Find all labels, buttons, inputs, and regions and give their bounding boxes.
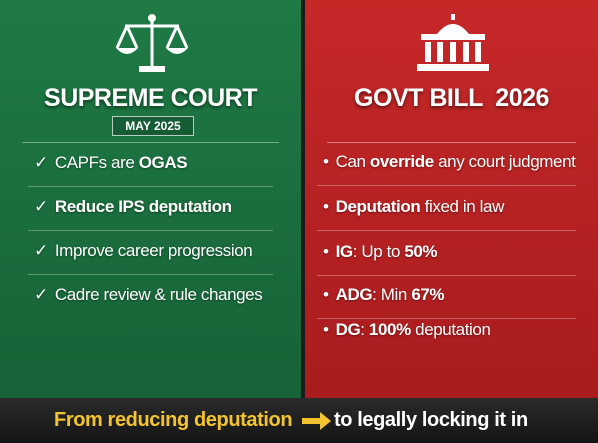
item-marker: ✓	[34, 285, 48, 304]
item-marker: ✓	[34, 153, 48, 172]
scales-icon	[115, 14, 189, 72]
item-text: ADG	[335, 285, 373, 304]
footer-to: to legally locking it in	[334, 409, 528, 431]
item-text: : Up to	[352, 242, 405, 261]
list-item: ✓ Improve career progression	[0, 241, 301, 261]
item-marker: •	[323, 242, 329, 261]
item-text: Reduce IPS deputation	[54, 197, 232, 216]
supreme-court-panel: SUPREME COURT MAY 2025 ✓ CAPFs are OGAS ✓ R…	[0, 0, 301, 398]
item-text: CAPFs are	[54, 153, 139, 172]
item-text: Can	[335, 152, 370, 171]
item-separator	[317, 318, 576, 319]
item-text: Improve career progression	[54, 241, 253, 260]
item-text: : Min	[372, 285, 412, 304]
item-marker: •	[323, 285, 329, 304]
item-text: IG	[335, 242, 354, 261]
list-item: ✓ Reduce IPS deputation	[0, 197, 301, 217]
footer-from: From reducing deputation	[54, 409, 293, 431]
title-rule	[22, 142, 279, 143]
item-separator	[28, 230, 273, 231]
item-separator	[317, 230, 576, 231]
item-separator	[317, 185, 576, 186]
list-item: • Can override any court judgment	[305, 152, 598, 172]
item-separator	[28, 274, 273, 275]
arrow-icon	[302, 412, 331, 430]
item-text: 100%	[368, 320, 411, 339]
item-text: DG	[335, 320, 361, 339]
item-text: OGAS	[138, 153, 188, 172]
item-marker: ✓	[34, 241, 48, 260]
list-item: • Deputation fixed in law	[305, 197, 598, 217]
footer-banner: From reducing deputation to legally lock…	[0, 398, 598, 443]
item-text: any court judgment	[433, 152, 576, 171]
list-item: • IG: Up to 50%	[305, 242, 598, 262]
title-rule	[327, 142, 576, 143]
item-text: :	[360, 320, 369, 339]
item-marker: •	[323, 320, 329, 339]
panel-title: SUPREME COURT	[44, 84, 257, 112]
list-item: ✓ Cadre review & rule changes	[0, 285, 301, 305]
item-text: 67%	[411, 285, 445, 304]
govt-bill-panel: GOVT BILL 2026 • Can override any court j…	[305, 0, 598, 398]
list-item: • DG: 100% deputation	[305, 320, 598, 340]
item-marker: •	[323, 197, 329, 216]
item-text: 50%	[404, 242, 438, 261]
building-icon	[417, 14, 489, 71]
panel-title: GOVT BILL 2026	[354, 84, 549, 112]
list-item: • ADG: Min 67%	[305, 285, 598, 305]
item-text: fixed in law	[420, 197, 505, 216]
panel-subtitle: MAY 2025	[112, 116, 194, 136]
item-marker: ✓	[34, 197, 48, 216]
item-text: Cadre review & rule changes	[54, 285, 263, 304]
item-separator	[28, 186, 273, 187]
list-item: ✓ CAPFs are OGAS	[0, 153, 301, 173]
item-text: override	[369, 152, 434, 171]
item-text: deputation	[410, 320, 491, 339]
item-marker: •	[323, 152, 329, 171]
item-separator	[317, 275, 576, 276]
item-text: Deputation	[335, 197, 421, 216]
